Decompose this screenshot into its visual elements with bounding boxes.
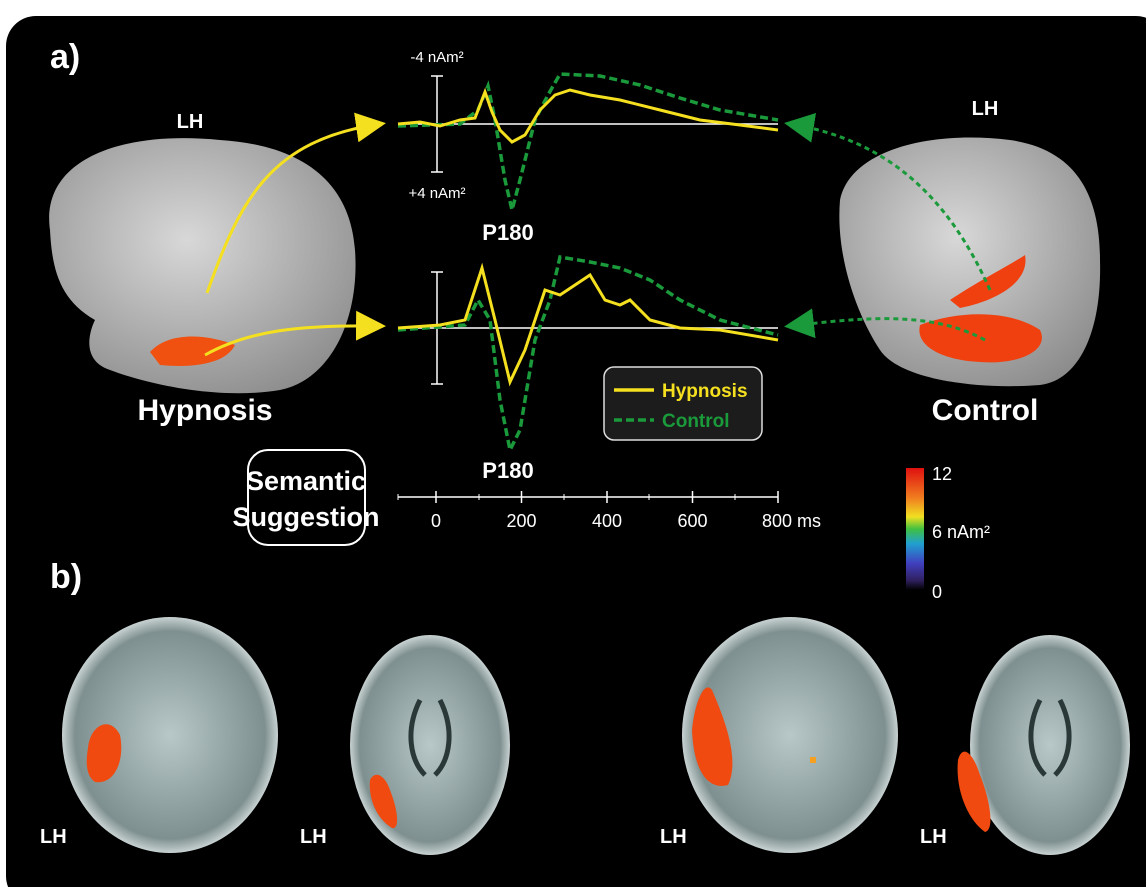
hypnosis-wave (397, 87, 779, 144)
legend-entry: Hypnosis (662, 381, 748, 402)
panel-label: b) (50, 558, 82, 596)
colorbar-label: 6 nAm² (932, 522, 990, 542)
slice-label: LH (40, 826, 67, 848)
colorbar-label: 0 (932, 582, 942, 602)
time-tick-label: 0 (431, 511, 441, 531)
box-text: Suggestion (233, 502, 380, 532)
time-tick-label: 800 ms (762, 511, 821, 531)
time-tick-label: 200 (506, 511, 536, 531)
amplitude-label: +4 nAm² (408, 185, 465, 202)
axial-slice (970, 635, 1130, 855)
control-wave (397, 255, 779, 456)
hemisphere-label: LH (177, 111, 204, 133)
legend-entry: Control (662, 411, 730, 432)
arrow (205, 112, 386, 294)
condition-box (247, 449, 366, 546)
colorbar (906, 468, 924, 590)
ventricles (408, 698, 1072, 777)
activation (692, 687, 733, 786)
activation (810, 757, 816, 763)
activation (86, 724, 122, 783)
slice-label: LH (300, 826, 327, 848)
peak-label: P180 (482, 220, 533, 245)
arrow (784, 308, 986, 342)
amplitude-label: -4 nAm² (410, 49, 463, 66)
time-tick-label: 600 (677, 511, 707, 531)
time-tick-label: 400 (592, 511, 622, 531)
activation (919, 255, 1042, 363)
coronal-slice (682, 617, 898, 853)
slice-label: LH (660, 826, 687, 848)
panel-label: a) (50, 38, 80, 76)
activation (369, 774, 398, 829)
condition-label: Hypnosis (137, 394, 272, 427)
activation (150, 336, 235, 366)
colorbar-label: 12 (932, 464, 952, 484)
coronal-slice (62, 617, 278, 853)
peak-label: P180 (482, 458, 533, 483)
right-brain (839, 137, 1101, 387)
box-text: Semantic (246, 466, 366, 496)
hemisphere-label: LH (972, 98, 999, 120)
arrow (204, 310, 386, 357)
condition-label: Control (932, 394, 1039, 427)
arrow (784, 112, 992, 291)
slice-label: LH (920, 826, 947, 848)
hypnosis-wave (397, 262, 779, 387)
axial-slice (350, 635, 510, 855)
activation (957, 751, 991, 832)
